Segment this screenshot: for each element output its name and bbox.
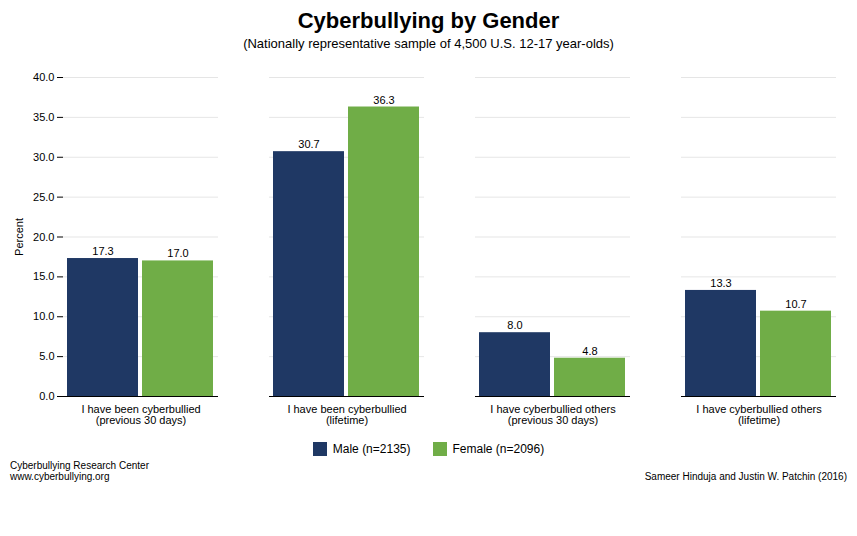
svg-text:10.0: 10.0 bbox=[33, 310, 54, 322]
svg-text:I have cyberbullied others(pre: I have cyberbullied others(previous 30 d… bbox=[490, 403, 616, 426]
svg-text:0.0: 0.0 bbox=[39, 390, 54, 402]
svg-text:4.8: 4.8 bbox=[582, 345, 597, 357]
svg-text:40.0: 40.0 bbox=[33, 71, 54, 83]
svg-text:5.0: 5.0 bbox=[39, 350, 54, 362]
html-text:Cyberbullying by Gender: Cyberbullying by Gender bbox=[297, 8, 560, 33]
svg-text:I have been cyberbullied(previ: I have been cyberbullied(previous 30 day… bbox=[81, 403, 200, 426]
svg-text:I have been cyberbullied(lifet: I have been cyberbullied(lifetime) bbox=[287, 403, 406, 426]
html-text:Female (n=2096): Female (n=2096) bbox=[452, 442, 545, 456]
svg-text:25.0: 25.0 bbox=[33, 191, 54, 203]
svg-text:10.7: 10.7 bbox=[785, 298, 806, 310]
html-text:Cyberbullying Research Center: Cyberbullying Research Center www.cyberb… bbox=[10, 460, 149, 482]
svg-text:15.0: 15.0 bbox=[33, 270, 54, 282]
svg-text:36.3: 36.3 bbox=[373, 94, 394, 106]
html-text:Male (n=2135): Male (n=2135) bbox=[332, 442, 411, 456]
svg-text:30.7: 30.7 bbox=[298, 138, 319, 150]
svg-text:8.0: 8.0 bbox=[507, 319, 522, 331]
svg-text:Percent: Percent bbox=[13, 218, 25, 256]
html-text:(Nationally representative sam: (Nationally representative sample of 4,5… bbox=[243, 36, 614, 51]
svg-text:30.0: 30.0 bbox=[33, 151, 54, 163]
svg-text:17.0: 17.0 bbox=[167, 247, 188, 259]
svg-text:20.0: 20.0 bbox=[33, 231, 54, 243]
svg-text:I have cyberbullied others(lif: I have cyberbullied others(lifetime) bbox=[696, 403, 822, 426]
svg-text:35.0: 35.0 bbox=[33, 111, 54, 123]
svg-text:13.3: 13.3 bbox=[710, 277, 731, 289]
svg-text:17.3: 17.3 bbox=[92, 245, 113, 257]
html-text:Sameer Hinduja and Justin W. P: Sameer Hinduja and Justin W. Patchin (20… bbox=[644, 471, 847, 482]
